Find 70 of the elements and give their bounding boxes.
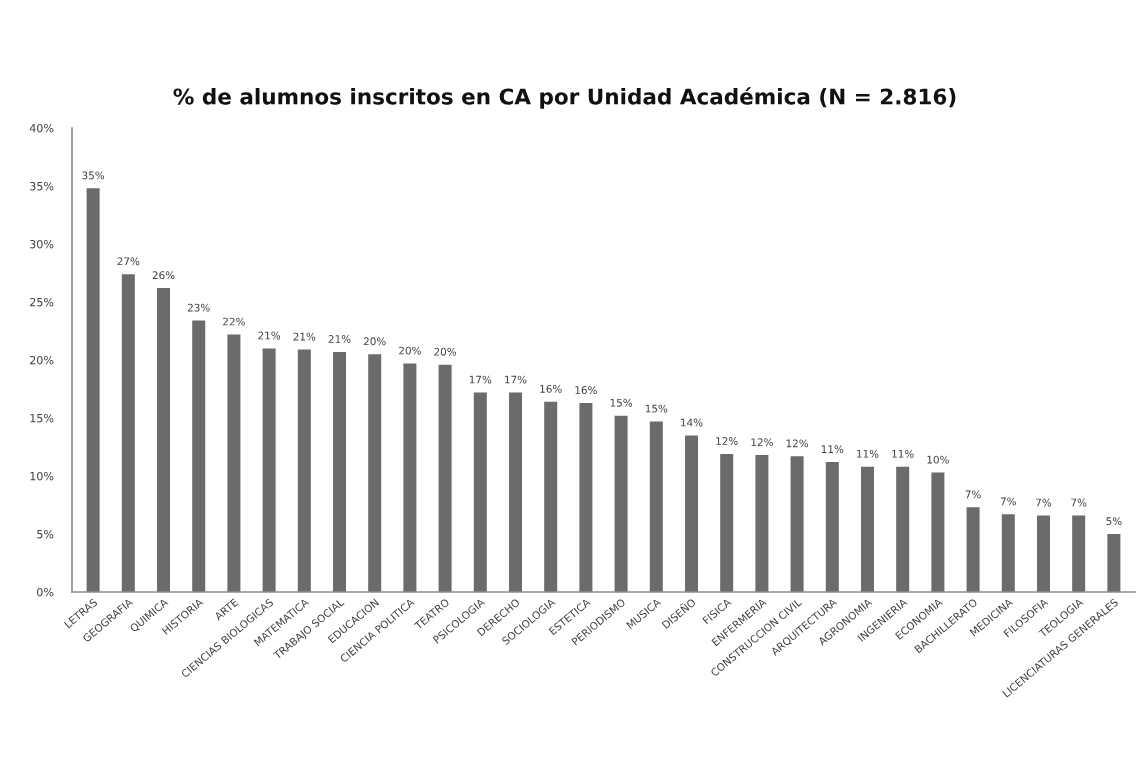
y-tick-label: 15% (30, 413, 54, 423)
data-label: 7% (1071, 498, 1087, 507)
data-label: 26% (152, 271, 175, 280)
data-label: 12% (786, 439, 809, 448)
bar (1001, 514, 1015, 592)
y-tick-label: 20% (30, 355, 54, 365)
data-label: 20% (434, 347, 457, 356)
bar (297, 349, 311, 592)
bar (1072, 515, 1086, 592)
data-label: 16% (540, 384, 562, 393)
bar (86, 188, 100, 592)
bar (931, 472, 945, 592)
bar (1107, 534, 1121, 592)
data-label: 16% (575, 386, 597, 394)
bar (473, 392, 487, 592)
data-label: 12% (751, 438, 773, 447)
data-label: 7% (1036, 498, 1052, 507)
data-label: 21% (293, 332, 316, 341)
data-label: 11% (857, 449, 879, 458)
bar (403, 363, 417, 592)
bar (896, 466, 910, 592)
y-tick-label: 30% (30, 239, 54, 249)
data-label: 20% (363, 337, 386, 346)
bar (121, 274, 135, 592)
bar (438, 364, 452, 592)
bar (684, 435, 699, 592)
bar (720, 453, 734, 592)
bar (790, 456, 804, 592)
data-label: 15% (645, 404, 668, 413)
data-label: 21% (328, 335, 351, 343)
data-label: 17% (469, 375, 492, 384)
data-label: 23% (187, 303, 210, 312)
bar (755, 455, 769, 592)
chart-title: % de alumnos inscritos en CA por Unidad Académica (N = 2.816) (173, 87, 956, 109)
bar (508, 392, 523, 592)
y-tick-label: 25% (30, 297, 54, 307)
data-label: 10% (927, 455, 949, 464)
y-tick-label: 0% (37, 587, 54, 597)
bar (579, 402, 593, 592)
data-label: 7% (1000, 497, 1016, 506)
bar (860, 466, 874, 592)
bar (544, 401, 558, 592)
bar (825, 462, 839, 592)
data-label: 11% (821, 445, 844, 454)
data-label: 17% (505, 375, 527, 384)
bar (262, 348, 276, 592)
data-label: 27% (117, 257, 140, 266)
bar (966, 507, 980, 592)
y-tick-label: 5% (37, 529, 54, 539)
bar (614, 415, 628, 592)
data-label: 12% (716, 437, 738, 445)
y-tick-label: 35% (30, 181, 54, 191)
bar (192, 320, 206, 592)
bar (227, 334, 241, 592)
y-tick-label: 40% (29, 123, 54, 133)
data-label: 22% (223, 317, 245, 326)
bar (649, 421, 663, 592)
data-label: 14% (681, 418, 703, 427)
data-label: 15% (610, 398, 633, 407)
data-label: 21% (258, 331, 281, 340)
data-label: 5% (1106, 517, 1122, 526)
y-tick-label: 10% (30, 471, 54, 481)
bar (333, 351, 347, 592)
bar (157, 288, 171, 592)
data-label: 7% (965, 490, 981, 499)
data-label: 11% (892, 449, 914, 458)
bar (368, 354, 382, 592)
data-label: 20% (399, 346, 421, 355)
data-label: 35% (82, 171, 105, 180)
bar (1036, 515, 1050, 592)
